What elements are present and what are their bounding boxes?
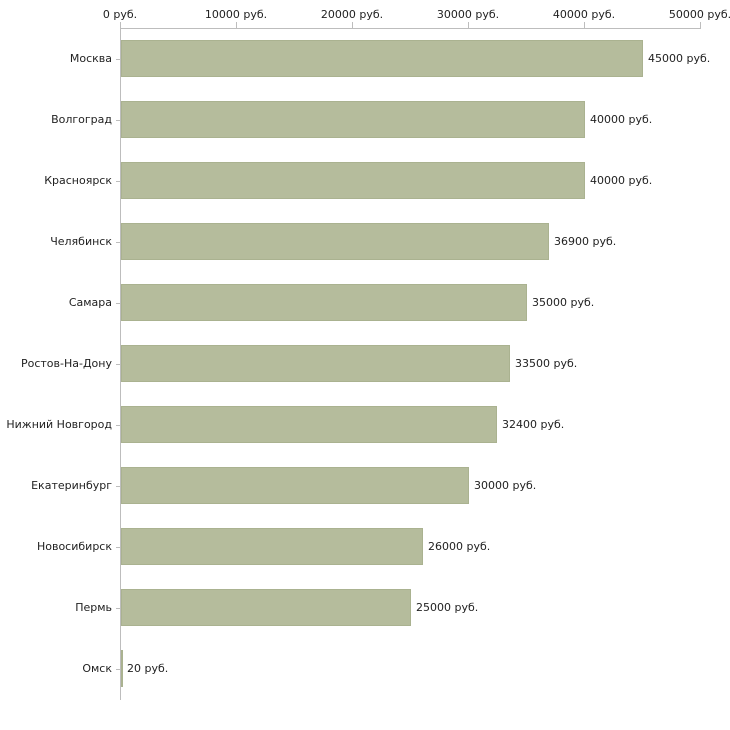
bar-value-label: 40000 руб. bbox=[590, 113, 653, 126]
bar bbox=[121, 101, 585, 138]
bar-value-label: 45000 руб. bbox=[648, 52, 711, 65]
bar bbox=[121, 284, 527, 321]
category-label: Пермь bbox=[75, 601, 112, 614]
x-tick-label: 10000 руб. bbox=[204, 8, 268, 21]
x-axis-line bbox=[120, 28, 701, 29]
bar-row: 32400 руб. bbox=[120, 394, 730, 455]
bar-row: 26000 руб. bbox=[120, 516, 730, 577]
plot-area: 45000 руб. 40000 руб. 40000 руб. 36900 руб.… bbox=[120, 28, 730, 700]
x-tick-label: 50000 руб. bbox=[668, 8, 730, 21]
category-axis-labels: Москва Волгоград Красноярск Челябинск Самара… bbox=[0, 28, 116, 700]
bar-row: 33500 руб. bbox=[120, 333, 730, 394]
x-tick-label: 40000 руб. bbox=[552, 8, 616, 21]
category-label: Челябинск bbox=[50, 235, 112, 248]
bar-row: 25000 руб. bbox=[120, 577, 730, 638]
bar bbox=[121, 162, 585, 199]
category-label: Волгоград bbox=[51, 113, 112, 126]
y-tick-mark bbox=[116, 181, 120, 182]
bar-row: 20 руб. bbox=[120, 638, 730, 699]
y-axis-line bbox=[120, 28, 121, 700]
category-label: Екатеринбург bbox=[31, 479, 112, 492]
bar-value-label: 35000 руб. bbox=[532, 296, 595, 309]
bar bbox=[121, 467, 469, 504]
bar bbox=[121, 345, 510, 382]
y-tick-mark bbox=[116, 669, 120, 670]
bar-value-label: 25000 руб. bbox=[416, 601, 479, 614]
bar-value-label: 33500 руб. bbox=[515, 357, 578, 370]
y-tick-mark bbox=[116, 120, 120, 121]
bar bbox=[121, 589, 411, 626]
x-tick-label: 30000 руб. bbox=[436, 8, 500, 21]
y-tick-mark bbox=[116, 303, 120, 304]
bar bbox=[121, 650, 123, 687]
category-label: Омск bbox=[82, 662, 112, 675]
bar bbox=[121, 223, 549, 260]
bar bbox=[121, 406, 497, 443]
x-tick-mark bbox=[468, 22, 469, 28]
y-tick-mark bbox=[116, 486, 120, 487]
bar-row: 40000 руб. bbox=[120, 89, 730, 150]
x-tick-mark bbox=[120, 22, 121, 28]
y-tick-mark bbox=[116, 425, 120, 426]
y-tick-mark bbox=[116, 364, 120, 365]
y-tick-mark bbox=[116, 242, 120, 243]
bar-value-label: 30000 руб. bbox=[474, 479, 537, 492]
bar-row: 45000 руб. bbox=[120, 28, 730, 89]
bar-value-label: 32400 руб. bbox=[502, 418, 565, 431]
y-tick-mark bbox=[116, 547, 120, 548]
x-tick-label: 20000 руб. bbox=[320, 8, 384, 21]
category-label: Ростов-На-Дону bbox=[20, 357, 112, 370]
category-label: Красноярск bbox=[44, 174, 112, 187]
bar-value-label: 26000 руб. bbox=[428, 540, 491, 553]
bar-value-label: 36900 руб. bbox=[554, 235, 617, 248]
x-tick-mark bbox=[584, 22, 585, 28]
x-tick-label: 0 руб. bbox=[102, 8, 138, 21]
bar-row: 36900 руб. bbox=[120, 211, 730, 272]
bar-value-label: 20 руб. bbox=[127, 662, 169, 675]
category-label: Самара bbox=[68, 296, 112, 309]
category-label: Москва bbox=[69, 52, 112, 65]
x-tick-mark bbox=[236, 22, 237, 28]
category-label: Нижний Новгород bbox=[6, 418, 112, 431]
x-tick-mark bbox=[700, 22, 701, 28]
bar-row: 40000 руб. bbox=[120, 150, 730, 211]
y-tick-mark bbox=[116, 608, 120, 609]
bar-row: 35000 руб. bbox=[120, 272, 730, 333]
bar-value-label: 40000 руб. bbox=[590, 174, 653, 187]
bar bbox=[121, 528, 423, 565]
y-tick-mark bbox=[116, 59, 120, 60]
bar-row: 30000 руб. bbox=[120, 455, 730, 516]
bar bbox=[121, 40, 643, 77]
category-label: Новосибирск bbox=[36, 540, 112, 553]
x-tick-mark bbox=[352, 22, 353, 28]
